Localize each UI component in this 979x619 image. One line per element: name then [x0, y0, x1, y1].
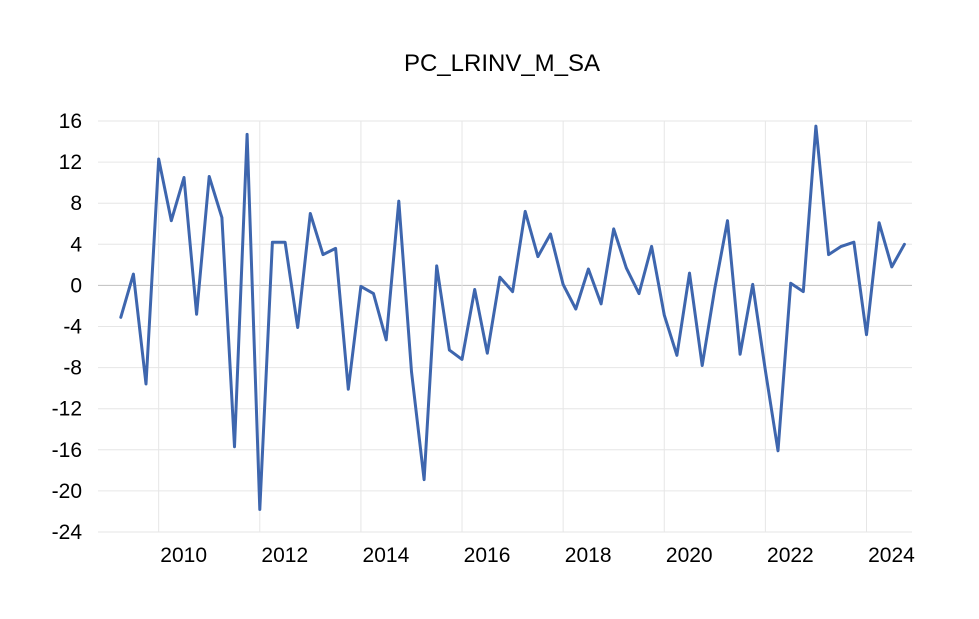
x-axis-tick-labels: 2010 2012 2014 2016 2018 2020 2022 2024	[160, 544, 915, 567]
data-point	[119, 316, 122, 319]
data-point	[473, 288, 476, 291]
data-point	[132, 272, 135, 276]
chart-title: PC_LRINV_M_SA	[404, 50, 600, 77]
data-point	[738, 353, 742, 356]
data-point	[486, 352, 489, 355]
data-point	[296, 326, 299, 329]
data-point	[650, 245, 653, 248]
data-point	[233, 445, 236, 448]
x-tick-label: 2024	[868, 544, 915, 567]
data-point	[549, 232, 552, 236]
y-gridlines	[98, 120, 912, 533]
x-gridlines	[158, 121, 867, 532]
data-point	[182, 176, 186, 179]
data-point	[157, 157, 160, 161]
data-point	[877, 221, 881, 224]
data-point	[271, 241, 274, 244]
y-tick-label: -20	[52, 480, 82, 503]
data-point	[170, 219, 173, 222]
data-point	[903, 243, 906, 246]
data-point	[359, 285, 363, 288]
data-point	[865, 333, 868, 336]
data-point	[208, 175, 211, 178]
data-point	[789, 282, 792, 285]
data-point	[675, 354, 679, 357]
data-point	[511, 290, 514, 293]
data-point	[448, 348, 451, 352]
x-tick-label: 2018	[565, 544, 612, 567]
data-point	[637, 292, 641, 295]
data-point	[852, 241, 856, 244]
y-axis-tick-labels: 16 12 8 4 0 -4 -8 -12 -16 -20 -24	[52, 110, 83, 544]
y-tick-label: 16	[59, 110, 82, 133]
data-point	[802, 290, 805, 293]
data-point	[726, 219, 729, 222]
y-tick-label: 4	[70, 233, 82, 256]
data-point	[498, 275, 502, 279]
data-point	[751, 283, 754, 286]
data-point	[599, 302, 603, 306]
y-tick-label: 12	[59, 151, 82, 174]
x-tick-label: 2022	[767, 544, 814, 567]
x-tick-label: 2010	[160, 544, 207, 567]
y-tick-label: -16	[52, 439, 82, 462]
data-point	[258, 508, 261, 511]
data-point	[561, 283, 565, 286]
data-point	[334, 247, 337, 250]
data-point	[776, 449, 780, 453]
data-point	[195, 312, 198, 316]
y-tick-label: -8	[63, 357, 82, 380]
y-tick-label: 8	[70, 192, 82, 215]
data-point	[397, 199, 401, 203]
data-point	[536, 255, 540, 258]
data-point	[245, 133, 249, 136]
y-tick-label: -4	[63, 316, 82, 339]
data-point	[840, 245, 843, 248]
x-tick-label: 2020	[666, 544, 713, 567]
data-point	[764, 369, 767, 372]
data-point	[524, 210, 527, 213]
data-point	[435, 264, 438, 268]
series-layer	[119, 124, 906, 511]
data-point	[612, 227, 615, 231]
data-point	[700, 364, 704, 367]
data-point	[625, 266, 628, 270]
data-point	[372, 292, 375, 295]
data-point	[827, 253, 830, 256]
x-tick-label: 2012	[261, 544, 308, 567]
y-tick-label: 0	[70, 274, 82, 297]
data-point	[814, 124, 818, 128]
data-point	[144, 382, 148, 386]
data-point	[283, 241, 287, 244]
data-point	[587, 267, 590, 271]
data-point	[688, 271, 691, 275]
data-point	[220, 216, 224, 219]
data-point	[384, 338, 388, 342]
x-tick-label: 2014	[363, 544, 410, 567]
data-point	[663, 313, 666, 317]
y-tick-label: -24	[52, 521, 83, 544]
data-point	[460, 358, 464, 361]
data-point	[347, 387, 350, 391]
data-point	[309, 212, 312, 215]
data-point	[410, 370, 413, 373]
data-point	[574, 307, 577, 311]
data-point	[422, 478, 426, 481]
data-point	[321, 253, 325, 256]
data-point	[713, 287, 717, 290]
y-tick-label: -12	[52, 398, 82, 421]
data-point	[890, 265, 893, 269]
x-tick-label: 2016	[464, 544, 511, 567]
